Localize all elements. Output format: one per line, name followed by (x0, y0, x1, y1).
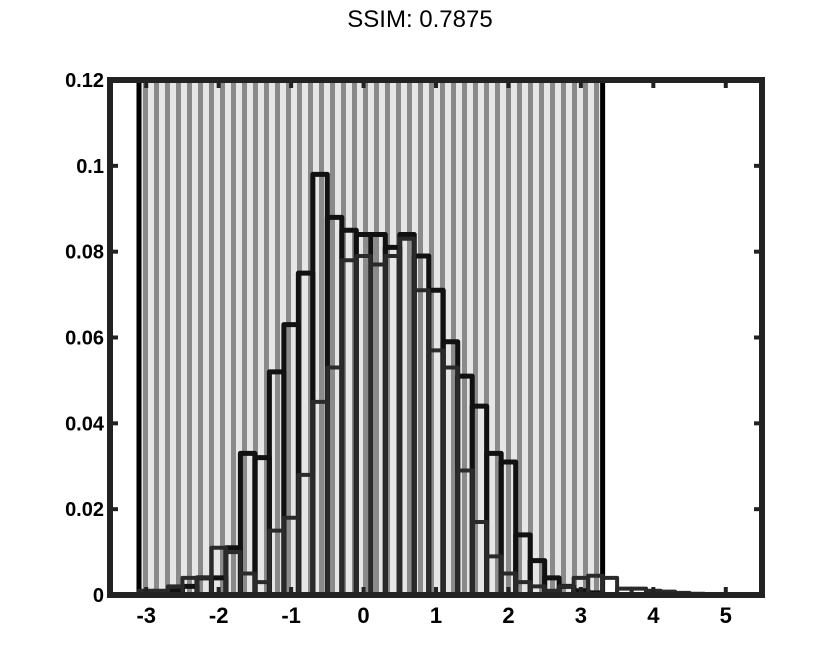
x-tick-label: -3 (136, 603, 156, 628)
y-tick-label: 0.04 (65, 413, 105, 435)
x-tick-label: 4 (647, 603, 660, 628)
plot-area: 0 0.02 0.04 0.06 0.08 0.1 0.12 -3 -2 -1 0 1 2 3 4 5 (65, 70, 765, 628)
x-tick-label: 1 (430, 603, 442, 628)
y-tick-label: 0.02 (65, 499, 104, 521)
y-tick-label: 0.08 (65, 242, 104, 264)
y-tick-label: 0.12 (65, 70, 104, 92)
y-tick-label: 0.1 (76, 156, 104, 178)
y-tick-label: 0.06 (65, 328, 104, 350)
x-tick-label: 0 (357, 603, 369, 628)
x-tick-label: -1 (281, 603, 301, 628)
x-tick-label: -2 (209, 603, 229, 628)
x-tick-label: 2 (502, 603, 514, 628)
chart-title: SSIM: 0.7875 (347, 6, 493, 33)
x-tick-label: 3 (575, 603, 587, 628)
x-tick-label: 5 (720, 603, 732, 628)
y-tick-label: 0 (93, 585, 104, 607)
